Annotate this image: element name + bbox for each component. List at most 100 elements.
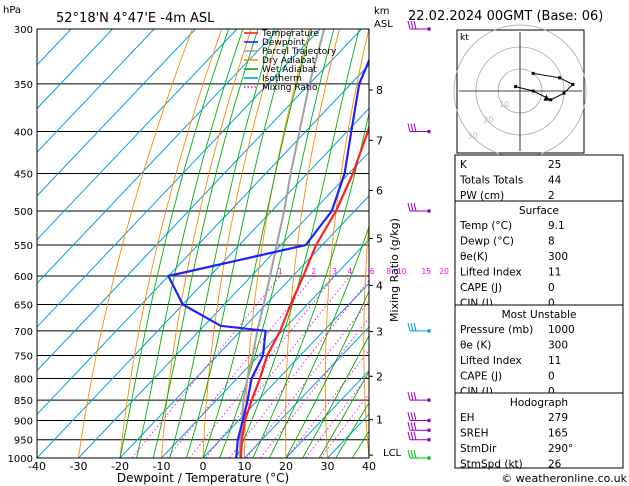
wet-adiabat-line xyxy=(285,290,369,458)
hpa-unit-label: hPa xyxy=(3,5,21,16)
mixing-ratio-line xyxy=(205,275,351,458)
mixing-ratio-label: 8 xyxy=(386,267,391,276)
wind-barb-flag xyxy=(407,123,411,132)
wet-adiabat-line xyxy=(318,370,369,458)
x-axis-label: Dewpoint / Temperature (°C) xyxy=(117,471,289,485)
wind-barb-dot xyxy=(427,329,431,333)
wind-barb-flag xyxy=(413,449,417,459)
temperature-tick-label: -10 xyxy=(153,460,171,473)
wind-barb-dot xyxy=(427,209,431,213)
wind-barb-flag xyxy=(407,431,411,440)
hodograph-table-row-label: SREH xyxy=(460,428,489,440)
wind-barb-flag xyxy=(413,20,417,30)
indices-row-label: PW (cm) xyxy=(460,190,504,202)
wind-barb-dot xyxy=(427,398,431,402)
dry-adiabat-line xyxy=(161,29,252,458)
wind-barb-flag xyxy=(413,322,417,332)
indices-table-frame xyxy=(454,154,624,202)
surface-row-value: 8 xyxy=(548,236,555,248)
plot-grid xyxy=(37,29,369,458)
pressure-tick-label: 750 xyxy=(14,351,33,362)
km-tick-label: 4 xyxy=(376,279,383,292)
wind-barb-flag xyxy=(410,322,414,332)
dry-adiabat-line xyxy=(202,29,282,458)
isotherm-line xyxy=(161,238,369,458)
hodograph-table-row-label: StmDir xyxy=(460,443,497,455)
surface-row-label: Dewp (°C) xyxy=(460,236,514,248)
hodograph-table-row-value: 26 xyxy=(548,459,562,471)
date-title: 22.02.2024 00GMT (Base: 06) xyxy=(408,9,603,24)
surface-row-label: Temp (°C) xyxy=(459,220,512,232)
hodograph-point xyxy=(571,82,575,86)
legend-entry: Wet Adiabat xyxy=(262,65,317,75)
hodograph-table-title: Hodograph xyxy=(510,397,568,409)
wind-barb-flag xyxy=(410,449,414,459)
mixing-ratio-line xyxy=(189,275,335,458)
most-unstable-row-label: Lifted Index xyxy=(460,355,522,367)
temperature-tick-label: 20 xyxy=(279,460,293,473)
legend-entry: Dry Adiabat xyxy=(262,56,316,66)
temperature-tick-label: 30 xyxy=(321,460,335,473)
asl-unit-label: ASL xyxy=(374,19,393,30)
storm-motion-marker xyxy=(543,94,550,101)
temperature-tick-label: -20 xyxy=(111,460,129,473)
lcl-label: LCL xyxy=(383,448,402,459)
hodograph: 10 20 30 xyxy=(453,24,587,158)
wind-barb-flag xyxy=(410,422,414,431)
mixing-ratio-line xyxy=(260,317,369,458)
wind-barb-dot xyxy=(427,428,431,433)
mixing-ratio-label: 10 xyxy=(397,267,407,276)
isotherm-line xyxy=(37,29,321,328)
km-tick-label: 7 xyxy=(376,134,383,147)
mixing-ratio-label: 20 xyxy=(439,267,449,276)
surface-row-value: 9.1 xyxy=(548,220,565,232)
indices-row-value: 25 xyxy=(548,159,561,171)
wind-barb-flag xyxy=(407,422,411,431)
pressure-tick-label: 500 xyxy=(14,207,33,218)
wind-barb-flag xyxy=(413,202,417,212)
mixing-ratio-line xyxy=(286,349,369,458)
km-tick-label: 6 xyxy=(376,184,383,197)
surface-row-value: 0 xyxy=(548,298,555,310)
hodograph-point xyxy=(562,91,566,95)
wind-barb-flag xyxy=(410,391,414,401)
surface-row-label: CAPE (J) xyxy=(460,282,502,294)
surface-title: Surface xyxy=(519,205,559,217)
hodograph-unit-label: kt xyxy=(460,33,469,43)
wind-barb-flag xyxy=(413,422,417,431)
isotherm-line xyxy=(37,29,72,66)
km-tick-label: 2 xyxy=(376,370,383,383)
dewpoint-line xyxy=(167,57,369,458)
surface-table-frame xyxy=(454,200,624,306)
plot-profiles xyxy=(167,29,369,458)
hodograph-point xyxy=(549,98,553,102)
hodograph-point xyxy=(531,71,535,75)
mixing-ratio-label: 4 xyxy=(348,267,353,276)
wind-barb-flag xyxy=(410,20,414,30)
hodograph-table-row-label: StmSpd (kt) xyxy=(460,459,523,471)
wind-barb-flag xyxy=(410,431,414,440)
wind-barb-flag xyxy=(407,202,411,212)
pressure-tick-label: 400 xyxy=(14,128,33,139)
legend-entry: Isotherm xyxy=(262,74,302,84)
km-tick-label: 5 xyxy=(376,232,383,245)
hodograph-table-table-frame xyxy=(454,392,624,469)
wet-adiabat-line xyxy=(335,401,369,458)
isotherm-line xyxy=(37,64,369,416)
hodograph-point xyxy=(514,85,518,89)
wind-barb-dot xyxy=(427,129,431,134)
hodograph-frame xyxy=(456,29,585,154)
wet-adiabat-line xyxy=(119,29,230,458)
wind-barb-flag xyxy=(413,412,417,421)
dry-adiabat-line xyxy=(78,29,193,458)
copyright-text: © weatheronline.co.uk xyxy=(501,472,627,485)
mixing-ratio-label: 6 xyxy=(370,267,375,276)
legend-entry: Mixing Ratio xyxy=(262,83,318,93)
wind-barb-flag xyxy=(407,391,411,401)
wet-adiabat-line xyxy=(136,29,244,458)
wet-adiabat-line xyxy=(219,29,335,458)
wind-barb-flag xyxy=(410,123,414,132)
mixing-ratio-line xyxy=(246,300,369,458)
